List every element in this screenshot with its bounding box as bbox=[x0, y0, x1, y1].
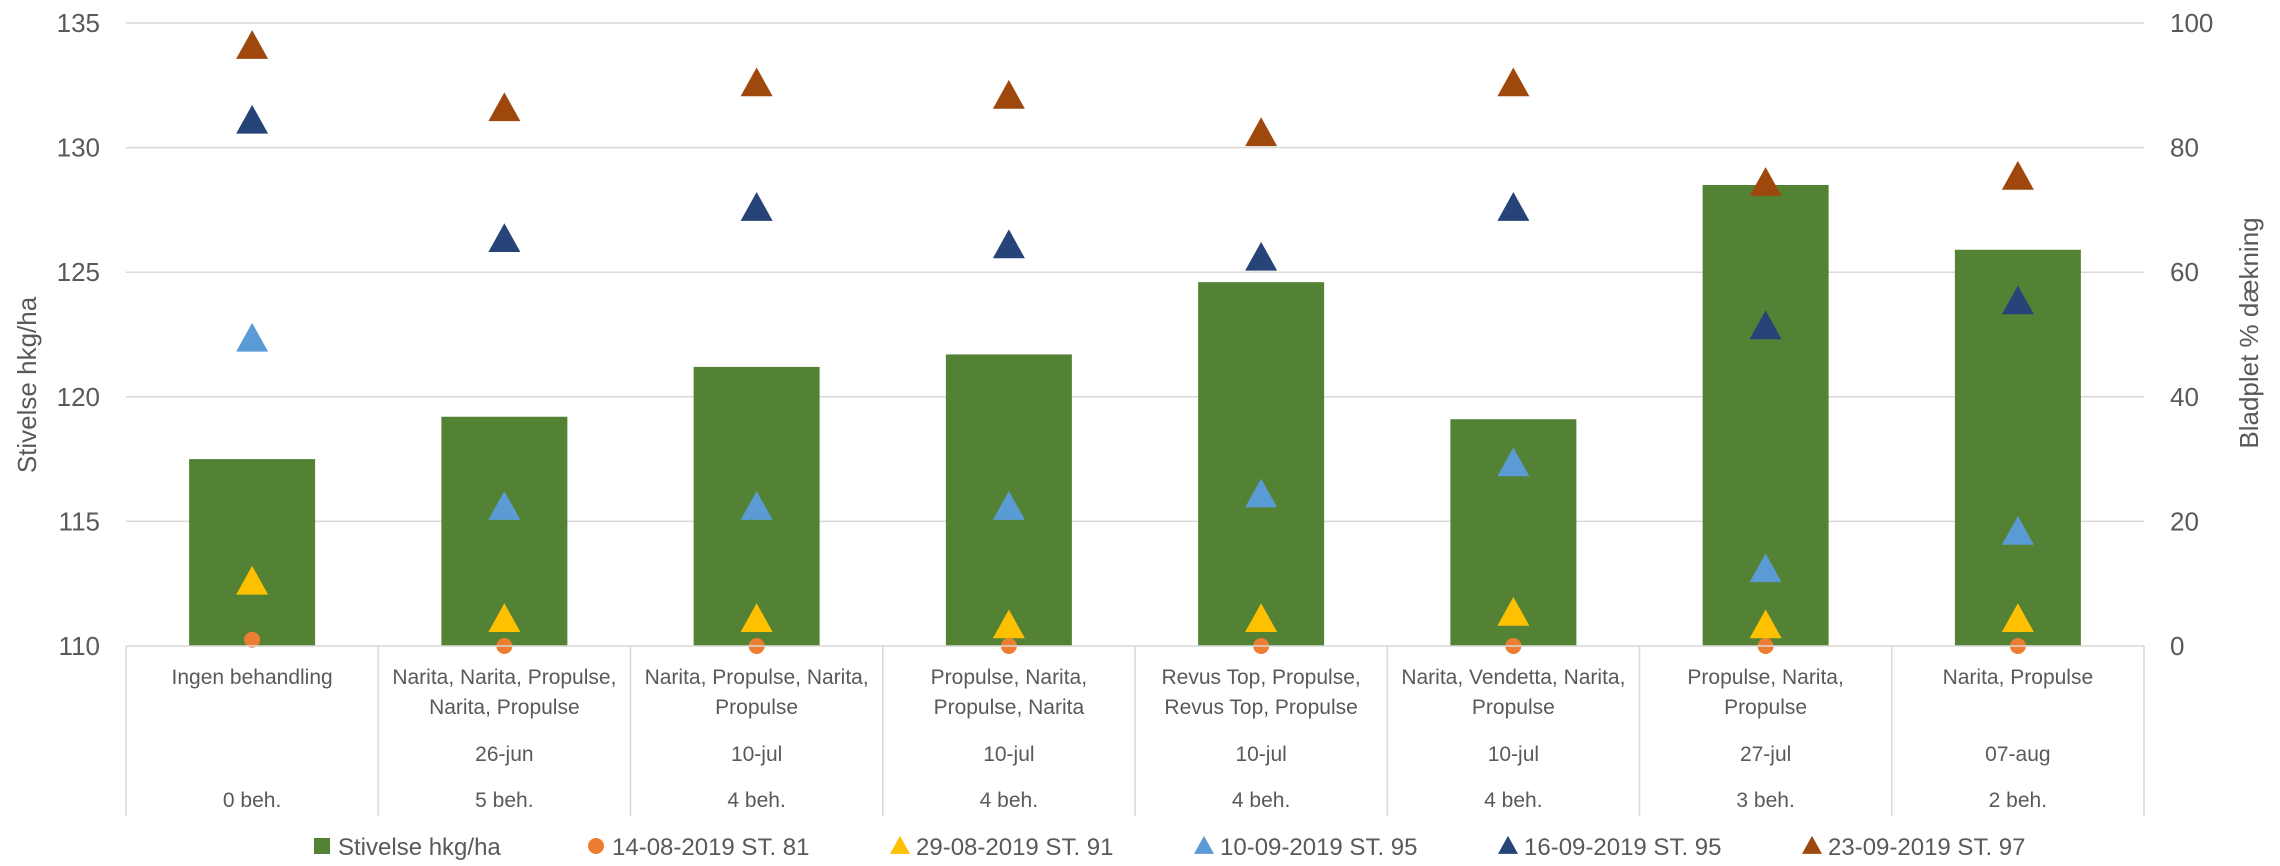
marker-point bbox=[488, 603, 521, 633]
marker-point bbox=[1749, 310, 1782, 340]
category-label: Narita, Propulse bbox=[1943, 666, 2094, 689]
marker-point bbox=[2001, 160, 2034, 190]
category-label: Propulse, Narita bbox=[934, 696, 1085, 719]
marker-point bbox=[1245, 603, 1278, 633]
marker-point bbox=[2001, 285, 2034, 315]
category-label: Propulse, Narita, bbox=[931, 666, 1087, 689]
category-label: Propulse bbox=[1724, 696, 1807, 719]
legend-swatch bbox=[588, 838, 604, 854]
category-label: Revus Top, Propulse bbox=[1164, 696, 1357, 719]
marker-point bbox=[236, 104, 269, 134]
y-tick-label: 120 bbox=[57, 382, 100, 412]
bars bbox=[189, 184, 2081, 647]
category-label: Propulse bbox=[1472, 696, 1555, 719]
category-count-label: 3 beh. bbox=[1736, 789, 1794, 812]
category-label: Propulse bbox=[715, 696, 798, 719]
marker-point bbox=[236, 30, 269, 59]
legend-label: 29-08-2019 ST. 91 bbox=[916, 834, 1113, 861]
category-count-label: 4 beh. bbox=[727, 789, 785, 812]
bar bbox=[1954, 249, 2081, 646]
category-count-label: 5 beh. bbox=[475, 789, 533, 812]
category-date-label: 10-jul bbox=[983, 743, 1034, 766]
marker-point bbox=[1497, 192, 1530, 221]
marker-point bbox=[236, 565, 269, 595]
marker-point bbox=[1749, 167, 1782, 196]
y-tick-label: 130 bbox=[57, 133, 100, 163]
marker-point bbox=[236, 322, 269, 352]
legend-label: Stivelse hkg/ha bbox=[338, 834, 501, 861]
category-axis: Ingen behandling 0 beh. Narita, Narita, Pr… bbox=[125, 645, 2145, 816]
category-label: Propulse, Narita, bbox=[1687, 666, 1843, 689]
legend-label: 10-09-2019 ST. 95 bbox=[1220, 834, 1417, 861]
category-label: Narita, Vendetta, Narita, bbox=[1401, 666, 1625, 689]
y2-tick-label: 80 bbox=[2170, 133, 2199, 163]
category-count-label: 4 beh. bbox=[1484, 789, 1542, 812]
marker-point bbox=[740, 192, 773, 221]
legend-swatch bbox=[890, 835, 910, 854]
category-label: Ingen behandling bbox=[172, 666, 333, 689]
marker-point bbox=[488, 223, 521, 252]
category-label: Narita, Propulse bbox=[429, 696, 580, 719]
y2-axis-title: Bladplet % dækning bbox=[2234, 217, 2264, 448]
category-date-label: 27-jul bbox=[1740, 743, 1791, 766]
marker-point bbox=[740, 603, 773, 633]
category-count-label: 2 beh. bbox=[1989, 789, 2047, 812]
y2-tick-label: 0 bbox=[2170, 631, 2184, 661]
category-label: Revus Top, Propulse, bbox=[1162, 666, 1361, 689]
category-date-label: 10-jul bbox=[1488, 743, 1539, 766]
marker-point bbox=[488, 92, 521, 122]
marker-point bbox=[1245, 241, 1278, 271]
gridlines bbox=[126, 22, 2144, 523]
category-count-label: 4 beh. bbox=[1232, 789, 1290, 812]
marker-point bbox=[740, 67, 773, 97]
marker-point bbox=[2001, 516, 2034, 545]
marker-point bbox=[1497, 67, 1530, 97]
y2-tick-label: 40 bbox=[2170, 382, 2199, 412]
marker-point bbox=[1749, 553, 1782, 583]
category-count-label: 4 beh. bbox=[980, 789, 1038, 812]
marker-point bbox=[1245, 117, 1278, 147]
marker-point bbox=[740, 491, 773, 520]
marker-point bbox=[992, 609, 1025, 639]
marker-point bbox=[1497, 447, 1530, 477]
marker-point bbox=[488, 491, 521, 520]
marker-point bbox=[1245, 478, 1278, 508]
category-date-label: 10-jul bbox=[1235, 743, 1286, 766]
legend-swatch bbox=[1498, 835, 1518, 854]
marker-point bbox=[992, 491, 1025, 520]
axes: 110 115 120 125 130 135 0 20 40 60 80 100 bbox=[57, 8, 2214, 661]
markers bbox=[236, 30, 2034, 654]
legend-swatch bbox=[314, 838, 330, 854]
marker-point bbox=[1497, 596, 1530, 626]
category-label: Narita, Narita, Propulse, bbox=[392, 666, 616, 689]
y-axis-title: Stivelse hkg/ha bbox=[12, 296, 42, 473]
marker-point bbox=[992, 229, 1025, 259]
y2-tick-label: 60 bbox=[2170, 257, 2199, 287]
bar bbox=[1198, 282, 1325, 646]
marker-point bbox=[244, 631, 261, 648]
y-tick-label: 115 bbox=[59, 506, 100, 536]
category-count-label: 0 beh. bbox=[223, 789, 281, 812]
y2-tick-label: 20 bbox=[2170, 506, 2199, 536]
y2-tick-label: 100 bbox=[2170, 8, 2213, 38]
marker-point bbox=[1749, 609, 1782, 639]
y-tick-label: 125 bbox=[57, 257, 100, 287]
y-tick-label: 110 bbox=[59, 631, 100, 661]
legend-label: 14-08-2019 ST. 81 bbox=[612, 834, 809, 861]
bar bbox=[189, 459, 316, 646]
marker-point bbox=[2001, 603, 2034, 633]
category-date-label: 07-aug bbox=[1985, 743, 2050, 766]
y-tick-label: 135 bbox=[57, 8, 100, 38]
legend-label: 16-09-2019 ST. 95 bbox=[1524, 834, 1721, 861]
marker-point bbox=[992, 79, 1025, 109]
legend-swatch bbox=[1194, 835, 1214, 854]
legend-label: 23-09-2019 ST. 97 bbox=[1828, 834, 2025, 861]
legend-swatch bbox=[1802, 835, 1822, 854]
category-date-label: 10-jul bbox=[731, 743, 782, 766]
legend: Stivelse hkg/ha 14-08-2019 ST. 81 29-08-20… bbox=[314, 834, 2025, 861]
category-label: Narita, Propulse, Narita, bbox=[645, 666, 869, 689]
category-date-label: 26-jun bbox=[475, 743, 533, 766]
